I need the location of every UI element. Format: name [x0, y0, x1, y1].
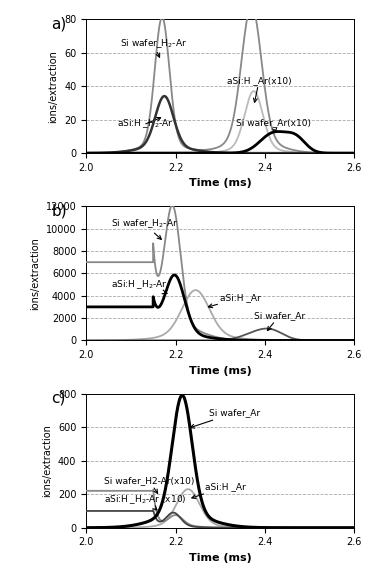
Text: aSi:H _H$_2$-Ar: aSi:H _H$_2$-Ar — [117, 117, 174, 130]
X-axis label: Time (ms): Time (ms) — [189, 366, 251, 376]
Y-axis label: ions/extraction: ions/extraction — [42, 424, 52, 497]
Text: aSi:H _H$_2$-Ar: aSi:H _H$_2$-Ar — [111, 278, 167, 294]
Y-axis label: ions/extraction: ions/extraction — [49, 50, 58, 123]
Text: c): c) — [51, 391, 66, 406]
Text: Si wafer_H$_2$-Ar: Si wafer_H$_2$-Ar — [111, 217, 178, 239]
Text: b): b) — [51, 203, 67, 218]
Text: Si wafer_Ar(x10): Si wafer_Ar(x10) — [236, 118, 311, 132]
Text: Si wafer_H$_2$-Ar: Si wafer_H$_2$-Ar — [120, 37, 187, 57]
Text: a): a) — [51, 16, 66, 31]
Text: aSi:H _Ar: aSi:H _Ar — [208, 293, 261, 307]
X-axis label: Time (ms): Time (ms) — [189, 553, 251, 563]
Text: Si wafer_H2-Ar(x10): Si wafer_H2-Ar(x10) — [104, 476, 195, 494]
Text: Si wafer_Ar: Si wafer_Ar — [190, 409, 260, 428]
Text: aSi:H _Ar(x10): aSi:H _Ar(x10) — [227, 76, 291, 102]
X-axis label: Time (ms): Time (ms) — [189, 179, 251, 188]
Text: Si wafer_Ar: Si wafer_Ar — [254, 311, 305, 331]
Text: aSi:H _Ar: aSi:H _Ar — [192, 482, 245, 498]
Text: aSi:H _H$_2$-Ar (x10): aSi:H _H$_2$-Ar (x10) — [104, 493, 187, 510]
Y-axis label: ions/extraction: ions/extraction — [30, 237, 40, 310]
